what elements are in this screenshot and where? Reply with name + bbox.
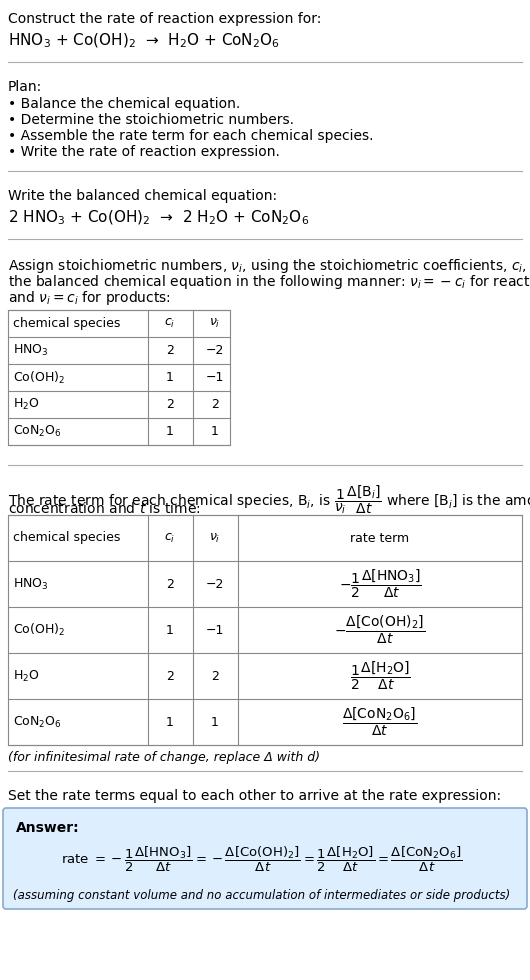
Text: −2: −2 <box>206 577 224 591</box>
Text: 1: 1 <box>166 371 174 384</box>
Text: • Balance the chemical equation.: • Balance the chemical equation. <box>8 97 240 111</box>
Text: $c_i$: $c_i$ <box>164 317 175 330</box>
Text: 1: 1 <box>166 425 174 438</box>
Text: Write the balanced chemical equation:: Write the balanced chemical equation: <box>8 189 277 203</box>
Text: Construct the rate of reaction expression for:: Construct the rate of reaction expressio… <box>8 12 321 26</box>
Text: 2: 2 <box>166 344 174 357</box>
Text: and $\nu_i = c_i$ for products:: and $\nu_i = c_i$ for products: <box>8 289 171 307</box>
Text: 2: 2 <box>211 669 219 682</box>
Text: 2: 2 <box>166 577 174 591</box>
Text: 1: 1 <box>166 715 174 728</box>
Text: HNO$_3$: HNO$_3$ <box>13 576 49 592</box>
Text: $\dfrac{1}{2}\dfrac{\Delta[\mathrm{H_2O}]}{\Delta t}$: $\dfrac{1}{2}\dfrac{\Delta[\mathrm{H_2O}… <box>349 660 410 692</box>
Text: Set the rate terms equal to each other to arrive at the rate expression:: Set the rate terms equal to each other t… <box>8 789 501 803</box>
Text: H$_2$O: H$_2$O <box>13 397 40 412</box>
Text: −2: −2 <box>206 344 224 357</box>
Text: 2: 2 <box>166 669 174 682</box>
Text: 1: 1 <box>166 623 174 636</box>
Text: chemical species: chemical species <box>13 317 120 330</box>
FancyBboxPatch shape <box>3 808 527 909</box>
Text: Co(OH)$_2$: Co(OH)$_2$ <box>13 369 65 385</box>
Text: • Determine the stoichiometric numbers.: • Determine the stoichiometric numbers. <box>8 113 294 127</box>
Text: • Assemble the rate term for each chemical species.: • Assemble the rate term for each chemic… <box>8 129 374 143</box>
Text: $c_i$: $c_i$ <box>164 531 175 545</box>
Text: $\nu_i$: $\nu_i$ <box>209 317 220 330</box>
Text: 1: 1 <box>211 425 219 438</box>
Text: 2 HNO$_3$ + Co(OH)$_2$  →  2 H$_2$O + CoN$_2$O$_6$: 2 HNO$_3$ + Co(OH)$_2$ → 2 H$_2$O + CoN$… <box>8 209 309 227</box>
Text: H$_2$O: H$_2$O <box>13 668 40 684</box>
Text: • Write the rate of reaction expression.: • Write the rate of reaction expression. <box>8 145 280 159</box>
Text: $-\dfrac{1}{2}\dfrac{\Delta[\mathrm{HNO_3}]}{\Delta t}$: $-\dfrac{1}{2}\dfrac{\Delta[\mathrm{HNO_… <box>339 567 421 600</box>
Text: concentration and $t$ is time:: concentration and $t$ is time: <box>8 501 201 516</box>
Text: $-\dfrac{\Delta[\mathrm{Co(OH)_2}]}{\Delta t}$: $-\dfrac{\Delta[\mathrm{Co(OH)_2}]}{\Del… <box>334 613 426 646</box>
Text: 1: 1 <box>211 715 219 728</box>
Text: (for infinitesimal rate of change, replace Δ with d): (for infinitesimal rate of change, repla… <box>8 751 320 764</box>
Text: $\nu_i$: $\nu_i$ <box>209 531 220 545</box>
Text: CoN$_2$O$_6$: CoN$_2$O$_6$ <box>13 714 61 729</box>
Text: rate $= -\dfrac{1}{2}\dfrac{\Delta[\mathrm{HNO_3}]}{\Delta t} = -\dfrac{\Delta[\: rate $= -\dfrac{1}{2}\dfrac{\Delta[\math… <box>61 845 463 873</box>
Text: HNO$_3$: HNO$_3$ <box>13 343 49 358</box>
Text: Plan:: Plan: <box>8 80 42 94</box>
Text: 2: 2 <box>211 398 219 411</box>
Bar <box>8 515 522 745</box>
Text: (assuming constant volume and no accumulation of intermediates or side products): (assuming constant volume and no accumul… <box>13 889 510 902</box>
Bar <box>8 310 230 445</box>
Text: the balanced chemical equation in the following manner: $\nu_i = -c_i$ for react: the balanced chemical equation in the fo… <box>8 273 530 291</box>
Text: rate term: rate term <box>350 531 410 545</box>
Text: $\dfrac{\Delta[\mathrm{CoN_2O_6}]}{\Delta t}$: $\dfrac{\Delta[\mathrm{CoN_2O_6}]}{\Delt… <box>342 706 418 738</box>
Text: Answer:: Answer: <box>16 821 80 835</box>
Text: HNO$_3$ + Co(OH)$_2$  →  H$_2$O + CoN$_2$O$_6$: HNO$_3$ + Co(OH)$_2$ → H$_2$O + CoN$_2$O… <box>8 32 280 50</box>
Text: CoN$_2$O$_6$: CoN$_2$O$_6$ <box>13 424 61 439</box>
Text: −1: −1 <box>206 623 224 636</box>
Text: 2: 2 <box>166 398 174 411</box>
Text: The rate term for each chemical species, B$_i$, is $\dfrac{1}{\nu_i}\dfrac{\Delt: The rate term for each chemical species,… <box>8 483 530 515</box>
Text: −1: −1 <box>206 371 224 384</box>
Text: chemical species: chemical species <box>13 531 120 545</box>
Text: Co(OH)$_2$: Co(OH)$_2$ <box>13 622 65 638</box>
Text: Assign stoichiometric numbers, $\nu_i$, using the stoichiometric coefficients, $: Assign stoichiometric numbers, $\nu_i$, … <box>8 257 530 275</box>
